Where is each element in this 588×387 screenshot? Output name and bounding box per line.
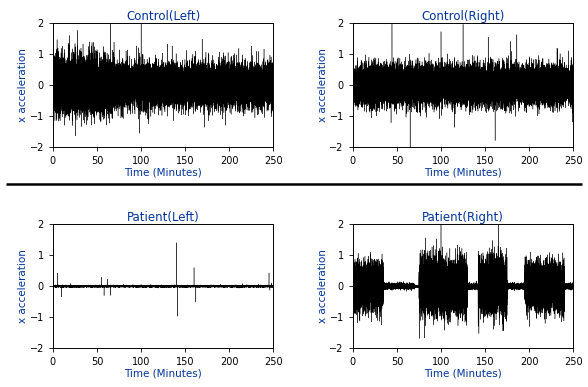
Title: Control(Left): Control(Left) bbox=[126, 10, 201, 23]
X-axis label: Time (Minutes): Time (Minutes) bbox=[124, 369, 202, 379]
Y-axis label: x acceleration: x acceleration bbox=[318, 249, 328, 323]
Title: Patient(Right): Patient(Right) bbox=[422, 211, 504, 224]
Title: Control(Right): Control(Right) bbox=[422, 10, 505, 23]
X-axis label: Time (Minutes): Time (Minutes) bbox=[424, 168, 502, 178]
X-axis label: Time (Minutes): Time (Minutes) bbox=[124, 168, 202, 178]
Title: Patient(Left): Patient(Left) bbox=[127, 211, 199, 224]
X-axis label: Time (Minutes): Time (Minutes) bbox=[424, 369, 502, 379]
Y-axis label: x acceleration: x acceleration bbox=[318, 48, 328, 122]
Y-axis label: x acceleration: x acceleration bbox=[18, 48, 28, 122]
Y-axis label: x acceleration: x acceleration bbox=[18, 249, 28, 323]
